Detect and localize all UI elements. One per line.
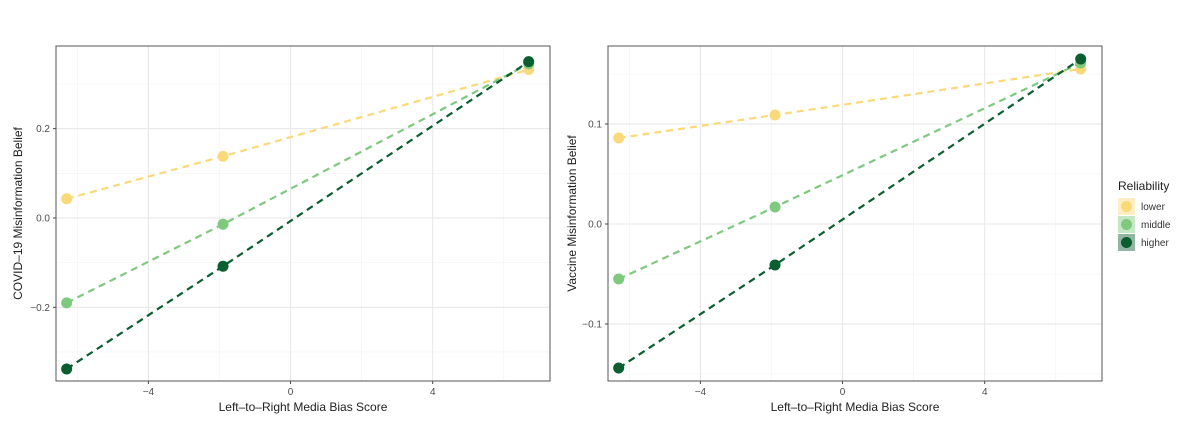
y-tick-label: 0.1 xyxy=(588,120,602,131)
data-point-middle xyxy=(613,273,625,285)
data-point-higher xyxy=(523,56,535,68)
x-tick-label: 4 xyxy=(430,387,436,398)
x-tick-label: 4 xyxy=(982,387,988,398)
legend: Reliability lower middle higher xyxy=(1118,179,1171,251)
x-tick-label: −4 xyxy=(143,387,155,398)
x-tick-label: −4 xyxy=(695,387,707,398)
data-point-higher xyxy=(613,362,625,374)
y-axis-label: Vaccine Misinformation Belief xyxy=(565,135,579,292)
data-point-lower xyxy=(613,132,625,144)
x-tick-label: 0 xyxy=(288,387,294,398)
x-axis-label: Left–to–Right Media Bias Score xyxy=(771,400,940,414)
x-axis-label: Left–to–Right Media Bias Score xyxy=(219,400,388,414)
legend-key-higher xyxy=(1121,237,1132,248)
data-point-higher xyxy=(1075,53,1087,65)
plot-border xyxy=(55,45,551,382)
right-chart-panel: −4 0 4 −0.1 0.0 0.1 Left–to–Right Media Bias S… xyxy=(565,45,1103,414)
data-point-higher xyxy=(769,259,781,271)
data-point-middle xyxy=(769,201,781,213)
left-chart-panel: −4 0 4 −0.2 0.0 0.2 Left–to–Right Media Bias S… xyxy=(11,45,551,414)
legend-label-higher: higher xyxy=(1141,238,1169,249)
y-tick-label: 0.2 xyxy=(36,124,50,135)
plot-background xyxy=(608,46,1102,381)
data-point-lower xyxy=(769,109,781,121)
y-tick-label: −0.2 xyxy=(30,303,50,314)
data-point-higher xyxy=(61,363,73,375)
legend-key-middle xyxy=(1121,219,1132,230)
series-line-higher xyxy=(618,58,1082,369)
legend-title: Reliability xyxy=(1118,179,1169,193)
legend-key-lower xyxy=(1121,201,1132,212)
data-point-middle xyxy=(217,218,229,230)
legend-label-middle: middle xyxy=(1141,220,1171,231)
legend-label-lower: lower xyxy=(1141,202,1166,213)
x-tick-label: 0 xyxy=(840,387,846,398)
plot-border xyxy=(607,45,1103,382)
data-point-higher xyxy=(217,260,229,272)
y-tick-label: 0.0 xyxy=(588,220,602,231)
data-point-middle xyxy=(61,297,73,309)
data-point-lower xyxy=(217,150,229,162)
y-tick-label: 0.0 xyxy=(36,213,50,224)
y-axis-label: COVID–19 Misinformation Belief xyxy=(11,126,25,299)
series-line-higher xyxy=(66,60,530,370)
data-point-lower xyxy=(61,193,73,205)
y-tick-label: −0.1 xyxy=(582,320,602,331)
